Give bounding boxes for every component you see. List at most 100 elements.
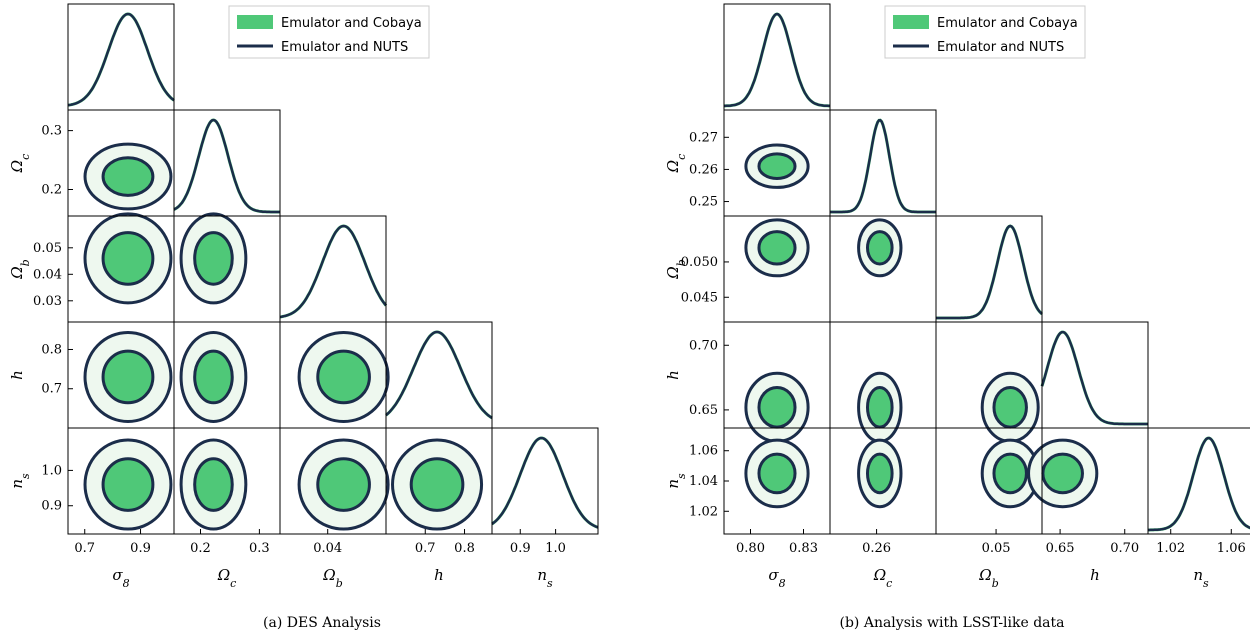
contour-inner-1-0	[101, 156, 155, 197]
marginal-nuts-0	[724, 12, 830, 108]
panel-2-2	[279, 215, 388, 323]
x-axis-label-0: σ8	[768, 566, 785, 590]
marginal-nuts-3	[385, 330, 493, 420]
contour-inner-4-3	[409, 457, 465, 512]
y-tick-label-4-1: 1.0	[41, 463, 62, 478]
x-tick-label-1-0: 0.2	[190, 541, 211, 556]
figure-caption: (b) Analysis with LSST-like data	[840, 615, 1065, 631]
contour-inner-4-1	[193, 457, 234, 512]
y-axis-label-3: h	[8, 370, 26, 380]
marginal-cobaya-1	[830, 118, 936, 214]
panel-4-3: 0.7 0.8 h	[385, 427, 493, 584]
legend: Emulator and Cobaya Emulator and NUTS	[884, 5, 1086, 59]
panel-frame-1-1	[173, 109, 281, 217]
y-tick-label-2-0: 0.03	[33, 294, 62, 309]
legend-swatch-cobaya	[237, 15, 273, 29]
contour-inner-2-0	[101, 231, 155, 286]
corner-plot-lsst: 0.250.260.27Ωc0.0450.050Ωb0.650.70h1.021…	[664, 3, 1250, 631]
panel-frame-2-2	[279, 215, 387, 323]
contour-inner-3-1	[193, 349, 234, 405]
contour-inner-2-1	[193, 231, 234, 286]
x-axis-label-0: σ8	[112, 566, 129, 590]
panel-3-2	[935, 321, 1043, 443]
corner-plot-des: 0.20.3Ωc0.030.040.05Ωb0.70.8h0.91.0ns0.7…	[8, 3, 599, 631]
y-tick-label-3-0: 0.7	[41, 382, 62, 397]
x-axis-label-3: h	[434, 566, 444, 584]
panel-frame-0-0	[723, 3, 831, 111]
y-tick-label-4-0: 1.02	[689, 504, 718, 519]
y-axis-label-1: Ωc	[664, 154, 688, 174]
panel-0-0	[723, 3, 831, 111]
panel-frame-4-4	[1147, 427, 1250, 535]
contour-inner-4-1	[865, 452, 894, 495]
panel-3-3	[385, 321, 493, 429]
marginal-cobaya-3	[1040, 330, 1148, 426]
marginal-cobaya-0	[67, 12, 175, 107]
x-axis-label-4: ns	[537, 566, 553, 590]
panel-1-0: 0.2 0.3 Ωc	[8, 109, 175, 217]
x-tick-label-0-1: 0.83	[789, 541, 818, 556]
marginal-cobaya-0	[724, 12, 830, 108]
x-axis-label-4: ns	[1193, 566, 1209, 590]
y-axis-label-4: ns	[664, 473, 688, 489]
y-tick-label-2-2: 0.05	[33, 241, 62, 256]
x-tick-label-4-0: 1.02	[1156, 541, 1185, 556]
y-tick-label-4-2: 1.06	[689, 444, 718, 459]
x-tick-label-1-0: 0.26	[862, 541, 891, 556]
marginal-nuts-0	[67, 12, 175, 107]
contour-inner-2-1	[865, 230, 894, 266]
y-tick-label-4-1: 1.04	[689, 474, 718, 489]
panel-2-1	[829, 215, 937, 323]
x-tick-label-2-0: 0.05	[982, 541, 1011, 556]
panel-frame-4-4	[491, 427, 599, 535]
x-axis-label-1: Ωc	[217, 566, 237, 590]
x-axis-label-1: Ωc	[873, 566, 893, 590]
panel-3-2	[279, 321, 390, 429]
contour-inner-3-0	[757, 386, 797, 429]
x-tick-label-3-0: 0.65	[1046, 541, 1075, 556]
panel-0-0	[67, 3, 175, 111]
panel-3-3	[1040, 321, 1149, 429]
marginal-nuts-2	[279, 224, 387, 319]
panel-3-1	[173, 321, 281, 429]
contour-inner-4-0	[101, 457, 155, 512]
x-tick-label-3-0: 0.7	[415, 541, 436, 556]
legend: Emulator and Cobaya Emulator and NUTS	[228, 5, 430, 59]
legend-label-cobaya: Emulator and Cobaya	[937, 16, 1078, 31]
contour-inner-4-0	[757, 452, 797, 495]
panel-3-0: 0.65 0.70 h	[664, 321, 831, 443]
y-axis-label-2: Ωb	[8, 259, 32, 279]
y-tick-label-2-0: 0.045	[681, 290, 718, 305]
contour-inner-4-3	[1041, 452, 1084, 495]
panel-4-1: 0.26 Ωc	[829, 427, 937, 590]
y-tick-label-1-2: 0.27	[689, 130, 718, 145]
x-tick-label-3-1: 0.70	[1110, 541, 1139, 556]
y-tick-label-4-0: 0.9	[41, 499, 62, 514]
panel-1-1	[829, 109, 937, 217]
contour-inner-1-0	[757, 152, 797, 181]
marginal-nuts-1	[173, 118, 280, 214]
x-tick-label-4-1: 1.0	[545, 541, 566, 556]
x-tick-label-2-0: 0.04	[313, 541, 342, 556]
panel-4-4: 1.02 1.06 ns	[1147, 427, 1250, 590]
panel-4-2: 0.05 Ωb	[935, 427, 1043, 590]
y-tick-label-2-1: 0.04	[33, 267, 62, 282]
contour-inner-4-2	[992, 452, 1028, 495]
y-axis-label-3: h	[664, 370, 682, 380]
figure-caption: (a) DES Analysis	[263, 615, 381, 631]
panel-frame-2-2	[935, 215, 1043, 323]
contour-inner-3-1	[865, 386, 894, 429]
x-tick-label-4-0: 0.9	[510, 541, 531, 556]
y-tick-label-1-0: 0.25	[689, 195, 718, 210]
panel-1-1	[173, 109, 281, 217]
panel-frame-3-3	[385, 321, 493, 429]
legend-swatch-cobaya	[893, 15, 929, 29]
x-tick-label-0-0: 0.80	[736, 541, 765, 556]
y-tick-label-3-0: 0.65	[689, 403, 718, 418]
marginal-cobaya-1	[173, 118, 280, 214]
contour-inner-3-2	[316, 349, 371, 405]
x-tick-label-1-1: 0.3	[249, 541, 270, 556]
